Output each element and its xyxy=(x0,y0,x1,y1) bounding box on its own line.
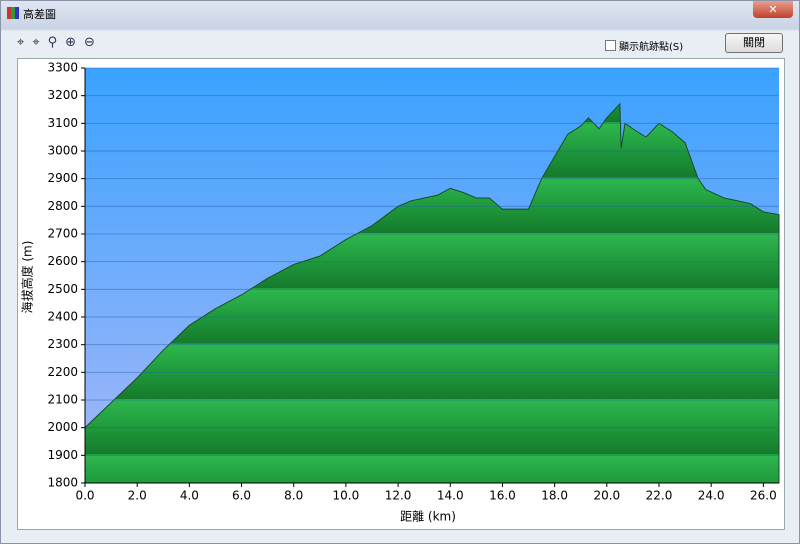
y-tick-label: 3200 xyxy=(47,88,78,102)
x-tick-label: 20.0 xyxy=(593,489,620,503)
x-tick-label: 10.0 xyxy=(333,489,360,503)
y-tick-label: 2000 xyxy=(47,420,78,434)
x-tick-label: 2.0 xyxy=(128,489,147,503)
y-tick-label: 3100 xyxy=(47,116,78,130)
x-tick-label: 24.0 xyxy=(698,489,725,503)
y-tick-label: 3000 xyxy=(47,144,78,158)
x-axis-label: 距離 (km) xyxy=(400,510,456,524)
y-tick-label: 2400 xyxy=(47,310,78,324)
close-x[interactable]: ✕ xyxy=(753,1,793,18)
y-tick-label: 2300 xyxy=(47,337,78,351)
x-tick-label: 22.0 xyxy=(646,489,673,503)
x-tick-label: 16.0 xyxy=(489,489,516,503)
elevation-area xyxy=(84,102,780,484)
y-tick-label: 1800 xyxy=(47,476,78,490)
x-tick-label: 12.0 xyxy=(385,489,412,503)
x-tick-label: 18.0 xyxy=(541,489,568,503)
x-tick-label: 8.0 xyxy=(284,489,303,503)
y-tick-label: 2600 xyxy=(47,254,78,268)
y-tick-label: 2100 xyxy=(47,393,78,407)
x-tick-label: 14.0 xyxy=(437,489,464,503)
y-tick-label: 1900 xyxy=(47,448,78,462)
y-tick-label: 3300 xyxy=(47,61,78,75)
window-title: 高差圖 xyxy=(23,8,56,21)
checkbox[interactable]: 顯示航跡點(S) xyxy=(605,38,683,53)
y-tick-label: 2800 xyxy=(47,199,78,213)
y-tick-label: 2900 xyxy=(47,171,78,185)
chart: 海拔高度 (m) 距離 (km) 1800 1900 2000 2100 2200 230… xyxy=(20,61,780,524)
close-button[interactable]: 關閉 xyxy=(725,33,783,53)
x-tick-label: 6.0 xyxy=(232,489,251,503)
window-icon xyxy=(7,7,19,19)
y-tick-label: 2700 xyxy=(47,227,78,241)
y-tick-label: 2200 xyxy=(47,365,78,379)
x-tick-label: 4.0 xyxy=(180,489,199,503)
y-axis-label: 海拔高度 (m) xyxy=(20,241,35,314)
checkbox-label: 顯示航跡點(S) xyxy=(619,42,684,53)
y-tick-label: 2500 xyxy=(47,282,78,296)
toolbar[interactable]: ⌖⌖⚲⊕⊖ xyxy=(17,35,103,50)
x-tick-label: 26.0 xyxy=(750,489,777,503)
x-tick-label: 0.0 xyxy=(75,489,94,503)
